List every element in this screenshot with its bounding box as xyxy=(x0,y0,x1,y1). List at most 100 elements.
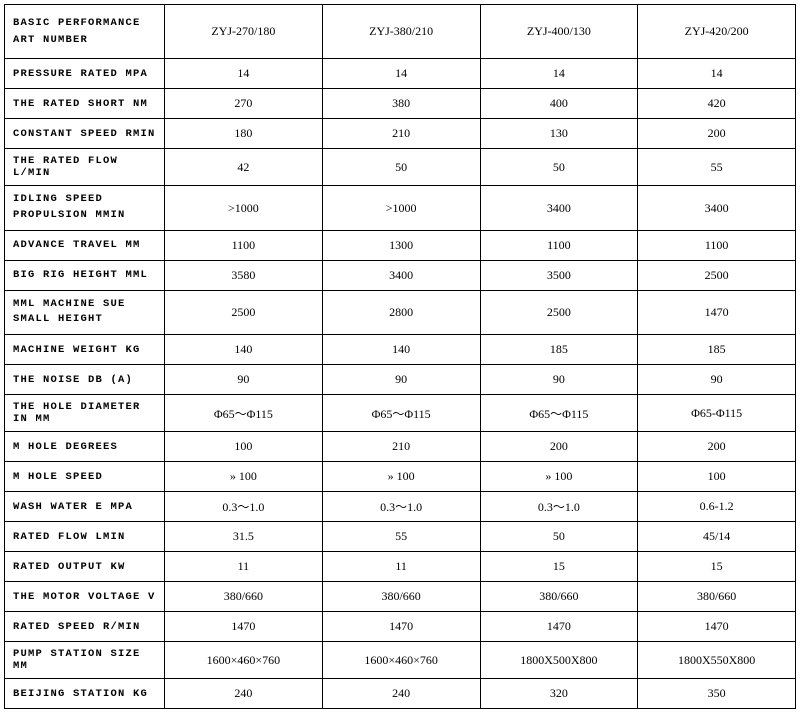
cell: 50 xyxy=(322,149,480,186)
cell: 15 xyxy=(638,552,796,582)
row-label: M HOLE SPEED xyxy=(5,462,165,492)
cell: 0.6-1.2 xyxy=(638,492,796,522)
table-row: M HOLE SPEED» 100» 100» 100100 xyxy=(5,462,796,492)
cell: 130 xyxy=(480,119,638,149)
cell: 1470 xyxy=(322,612,480,642)
cell: 270 xyxy=(165,89,323,119)
cell: 2500 xyxy=(165,290,323,335)
row-label: CONSTANT SPEED RMIN xyxy=(5,119,165,149)
cell: 42 xyxy=(165,149,323,186)
cell: 3580 xyxy=(165,260,323,290)
cell: 320 xyxy=(480,679,638,709)
cell: 3400 xyxy=(638,186,796,231)
cell: 3400 xyxy=(480,186,638,231)
cell: 0.3～1.0 xyxy=(322,492,480,522)
cell: 185 xyxy=(638,335,796,365)
cell: Φ65～Φ115 xyxy=(322,395,480,432)
table-row: RATED OUTPUT KW11111515 xyxy=(5,552,796,582)
cell: 90 xyxy=(480,365,638,395)
cell: 1100 xyxy=(638,230,796,260)
table-body: PRESSURE RATED MPA14141414THE RATED SHOR… xyxy=(5,59,796,709)
cell: 45/14 xyxy=(638,522,796,552)
cell: 420 xyxy=(638,89,796,119)
row-label: RATED OUTPUT KW xyxy=(5,552,165,582)
table-row: ADVANCE TRAVEL MM1100130011001100 xyxy=(5,230,796,260)
cell: 55 xyxy=(322,522,480,552)
table-row: THE RATED SHORT NM270380400420 xyxy=(5,89,796,119)
cell: 1470 xyxy=(638,612,796,642)
cell: 380 xyxy=(322,89,480,119)
cell: 210 xyxy=(322,432,480,462)
table-row: THE RATED FLOW L/MIN42505055 xyxy=(5,149,796,186)
cell: 1300 xyxy=(322,230,480,260)
cell: 1800X500X800 xyxy=(480,642,638,679)
table-row: IDLING SPEEDPROPULSION MMIN>1000>1000340… xyxy=(5,186,796,231)
cell: 11 xyxy=(165,552,323,582)
cell: 240 xyxy=(165,679,323,709)
cell: 200 xyxy=(480,432,638,462)
table-row: RATED FLOW LMIN31.5555045/14 xyxy=(5,522,796,552)
cell: 90 xyxy=(322,365,480,395)
row-label: THE NOISE DB (A) xyxy=(5,365,165,395)
cell: 15 xyxy=(480,552,638,582)
cell: 14 xyxy=(480,59,638,89)
cell: 140 xyxy=(322,335,480,365)
cell: 1800X550X800 xyxy=(638,642,796,679)
cell: 2500 xyxy=(638,260,796,290)
cell: 90 xyxy=(638,365,796,395)
col-header-1: ZYJ-380/210 xyxy=(322,5,480,59)
table-row: BEIJING STATION KG240240320350 xyxy=(5,679,796,709)
row-label: MACHINE WEIGHT KG xyxy=(5,335,165,365)
cell: 380/660 xyxy=(165,582,323,612)
row-label: THE RATED FLOW L/MIN xyxy=(5,149,165,186)
cell: » 100 xyxy=(480,462,638,492)
cell: 2800 xyxy=(322,290,480,335)
cell: 1100 xyxy=(165,230,323,260)
cell: 50 xyxy=(480,522,638,552)
cell: >1000 xyxy=(165,186,323,231)
cell: 14 xyxy=(165,59,323,89)
row-label: IDLING SPEEDPROPULSION MMIN xyxy=(5,186,165,231)
cell: 400 xyxy=(480,89,638,119)
cell: 55 xyxy=(638,149,796,186)
cell: 3500 xyxy=(480,260,638,290)
cell: 90 xyxy=(165,365,323,395)
cell: 14 xyxy=(322,59,480,89)
col-header-3: ZYJ-420/200 xyxy=(638,5,796,59)
table-row: THE MOTOR VOLTAGE V380/660380/660380/660… xyxy=(5,582,796,612)
table-row: CONSTANT SPEED RMIN180210130200 xyxy=(5,119,796,149)
cell: 380/660 xyxy=(638,582,796,612)
cell: 140 xyxy=(165,335,323,365)
row-label: PUMP STATION SIZE MM xyxy=(5,642,165,679)
cell: 31.5 xyxy=(165,522,323,552)
row-label: RATED SPEED R/MIN xyxy=(5,612,165,642)
cell: » 100 xyxy=(322,462,480,492)
header-label: BASIC PERFORMANCEART NUMBER xyxy=(5,5,165,59)
cell: 380/660 xyxy=(480,582,638,612)
cell: 50 xyxy=(480,149,638,186)
table-row: THE HOLE DIAMETER IN MMΦ65～Φ115Φ65～Φ115Φ… xyxy=(5,395,796,432)
cell: 1600×460×760 xyxy=(322,642,480,679)
cell: 210 xyxy=(322,119,480,149)
table-row: PRESSURE RATED MPA14141414 xyxy=(5,59,796,89)
cell: 0.3～1.0 xyxy=(480,492,638,522)
table-row: M HOLE DEGREES100210200200 xyxy=(5,432,796,462)
cell: 0.3～1.0 xyxy=(165,492,323,522)
cell: 100 xyxy=(165,432,323,462)
row-label: PRESSURE RATED MPA xyxy=(5,59,165,89)
cell: Φ65-Φ115 xyxy=(638,395,796,432)
table-row: PUMP STATION SIZE MM1600×460×7601600×460… xyxy=(5,642,796,679)
cell: 185 xyxy=(480,335,638,365)
col-header-0: ZYJ-270/180 xyxy=(165,5,323,59)
cell: 1470 xyxy=(480,612,638,642)
row-label: M HOLE DEGREES xyxy=(5,432,165,462)
cell: 100 xyxy=(638,462,796,492)
cell: 14 xyxy=(638,59,796,89)
cell: 1100 xyxy=(480,230,638,260)
cell: Φ65～Φ115 xyxy=(165,395,323,432)
cell: 11 xyxy=(322,552,480,582)
cell: 380/660 xyxy=(322,582,480,612)
row-label: ADVANCE TRAVEL MM xyxy=(5,230,165,260)
table-row: BIG RIG HEIGHT MML3580340035002500 xyxy=(5,260,796,290)
cell: 3400 xyxy=(322,260,480,290)
